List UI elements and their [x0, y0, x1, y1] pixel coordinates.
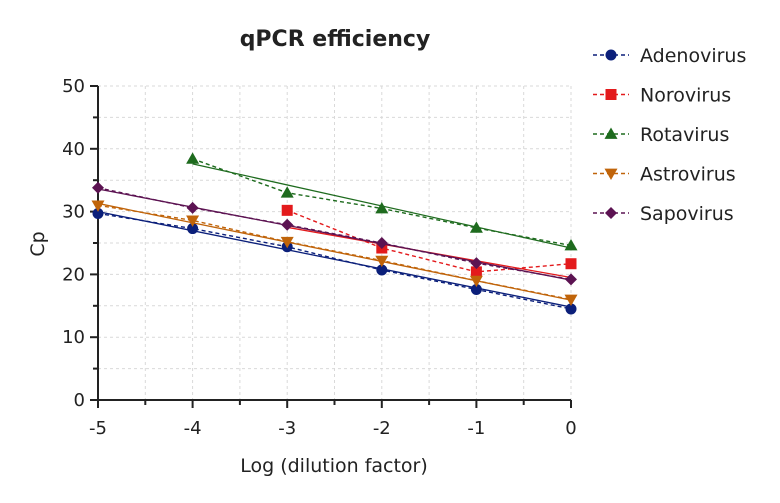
y-axis-label: Cp [27, 231, 49, 256]
y-tick-label: 10 [62, 327, 85, 348]
data-point-sapovirus [186, 201, 199, 214]
data-point-rotavirus [280, 186, 294, 198]
legend-item-rotavirus: Rotavirus [593, 124, 729, 146]
connector-sapovirus [97, 187, 572, 281]
legend-marker [605, 89, 617, 100]
data-point-astrovirus [469, 275, 483, 288]
legend-marker [604, 168, 618, 180]
data-point-adenovirus [565, 303, 577, 315]
chart-title: qPCR efficiency [240, 27, 431, 52]
y-tick-label: 50 [62, 76, 85, 97]
data-point-rotavirus [469, 221, 483, 233]
data-point-sapovirus [281, 218, 294, 231]
data-point-norovirus [470, 266, 482, 278]
data-point-astrovirus [91, 200, 105, 212]
connector-adenovirus [97, 212, 572, 310]
legend-label: Norovirus [640, 85, 731, 107]
data-point-astrovirus [375, 255, 389, 268]
data-point-sapovirus [375, 237, 388, 249]
series-astrovirus [91, 200, 578, 307]
legend-marker [605, 207, 617, 219]
axes: 0 10 20 30 40 50 -5 -4 -3 -2 -1 0 [62, 76, 577, 439]
x-tick-label: -3 [278, 418, 296, 439]
data-point-rotavirus [186, 152, 200, 164]
legend-marker [604, 127, 618, 139]
legend: Adenovirus Norovirus Rotavirus Astrovirus Sa… [593, 45, 746, 225]
series-adenovirus [92, 207, 577, 315]
legend-label: Rotavirus [640, 124, 729, 146]
data-point-rotavirus [564, 239, 578, 251]
data-point-adenovirus [187, 223, 199, 235]
legend-label: Astrovirus [640, 164, 736, 186]
x-axis-label: Log (dilution factor) [240, 455, 428, 477]
data-point-astrovirus [564, 294, 578, 307]
x-tick-label: -5 [89, 418, 107, 439]
data-point-norovirus [281, 204, 293, 216]
y-tick-label: 0 [74, 390, 85, 411]
y-tick-label: 40 [62, 139, 85, 160]
legend-item-sapovirus: Sapovirus [593, 203, 734, 225]
grid [98, 85, 572, 400]
data-point-adenovirus [470, 283, 482, 295]
x-tick-label: -1 [467, 418, 485, 439]
data-point-astrovirus [280, 236, 294, 249]
legend-label: Adenovirus [640, 45, 746, 67]
legend-marker [605, 49, 617, 61]
y-tick-label: 20 [62, 264, 85, 285]
connector-astrovirus [97, 204, 572, 301]
fit-line-adenovirus [97, 210, 572, 308]
legend-item-astrovirus: Astrovirus [593, 164, 736, 186]
data-point-adenovirus [376, 264, 388, 276]
data-point-sapovirus [565, 273, 577, 286]
data-point-adenovirus [92, 207, 104, 219]
x-tick-label: 0 [565, 418, 576, 439]
legend-item-norovirus: Norovirus [593, 85, 731, 107]
data-point-sapovirus [470, 257, 483, 270]
y-tick-label: 30 [62, 202, 85, 223]
connector-norovirus [286, 209, 572, 273]
x-tick-label: -4 [184, 418, 202, 439]
series-sapovirus [92, 181, 577, 286]
data-point-rotavirus [375, 201, 389, 214]
series-rotavirus [186, 152, 578, 251]
x-tick-label: -2 [373, 418, 391, 439]
legend-label: Sapovirus [640, 203, 734, 225]
legend-item-adenovirus: Adenovirus [593, 45, 746, 67]
data-point-norovirus [565, 258, 577, 270]
data-point-astrovirus [186, 215, 200, 227]
data-point-sapovirus [92, 181, 104, 194]
plot-area [91, 152, 578, 315]
